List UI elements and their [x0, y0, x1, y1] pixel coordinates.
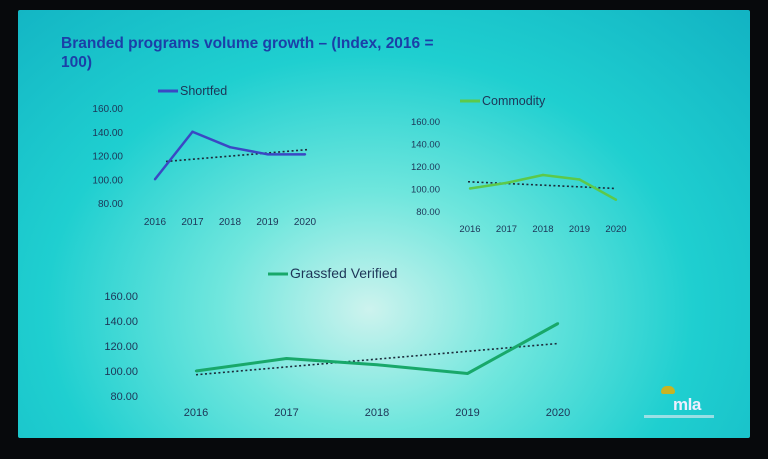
x-tick-label: 2020: [294, 217, 317, 228]
data-point: [228, 145, 232, 149]
y-tick-label: 120.00: [104, 341, 138, 353]
y-tick-label: 100.00: [104, 366, 138, 378]
legend-label: Shortfed: [180, 84, 227, 98]
data-point: [556, 322, 560, 325]
x-tick-label: 2019: [569, 224, 590, 235]
x-tick-label: 2020: [605, 224, 626, 235]
logo-tagline: [644, 415, 714, 418]
data-point: [578, 178, 581, 181]
x-tick-label: 2018: [365, 407, 389, 419]
legend-label: Grassfed Verified: [290, 265, 397, 281]
data-point: [375, 363, 379, 366]
x-tick-label: 2016: [184, 407, 208, 419]
series-line: [195, 322, 559, 375]
x-tick-label: 2019: [455, 407, 479, 419]
data-point: [541, 173, 545, 177]
data-point: [266, 153, 269, 156]
data-point: [505, 181, 508, 185]
trend-line: [165, 148, 309, 163]
y-tick-label: 140.00: [92, 128, 123, 139]
x-tick-label: 2019: [256, 217, 279, 228]
y-tick-label: 100.00: [411, 185, 440, 196]
mla-logo-mark: [661, 386, 675, 394]
slide: Branded programs volume growth – (Index,…: [18, 10, 750, 438]
y-tick-label: 80.00: [110, 391, 138, 403]
grassfed-verified-chart: 160.00 140.00 120.00 100.00 80.00 2016 2017 201…: [104, 265, 570, 419]
data-point: [614, 198, 618, 201]
data-point: [466, 372, 469, 375]
y-tick-label: 140.00: [411, 140, 440, 151]
x-tick-label: 2018: [219, 217, 242, 228]
commodity-chart: 160.00 140.00 120.00 100.00 80.00 2016 2017 201…: [411, 94, 627, 235]
y-tick-label: 100.00: [92, 175, 123, 186]
y-tick-label: 120.00: [92, 152, 123, 163]
data-point: [191, 130, 194, 133]
data-point: [194, 369, 198, 373]
legend-label: Commodity: [482, 94, 546, 108]
data-point: [468, 187, 472, 190]
y-tick-label: 160.00: [92, 104, 123, 115]
data-point: [153, 178, 157, 181]
x-tick-label: 2016: [144, 217, 167, 228]
data-point: [303, 153, 307, 156]
y-tick-label: 80.00: [98, 199, 123, 210]
shortfed-chart: 160.00 140.00 120.00 100.00 80.00 2016 2017 201…: [92, 84, 317, 228]
x-tick-label: 2017: [181, 217, 204, 228]
data-point: [285, 357, 288, 360]
x-tick-label: 2017: [274, 407, 298, 419]
x-tick-label: 2020: [546, 407, 570, 419]
x-tick-label: 2018: [532, 224, 553, 235]
y-tick-label: 160.00: [411, 117, 440, 128]
y-tick-label: 80.00: [416, 207, 440, 218]
y-tick-label: 120.00: [411, 162, 440, 173]
x-tick-label: 2017: [496, 224, 517, 235]
y-tick-label: 160.00: [104, 291, 138, 303]
y-tick-label: 140.00: [104, 316, 138, 328]
trend-line: [195, 342, 559, 376]
slide-title: Branded programs volume growth – (Index,…: [61, 35, 434, 71]
x-tick-label: 2016: [459, 224, 480, 235]
mla-logo: mla: [673, 395, 701, 414]
